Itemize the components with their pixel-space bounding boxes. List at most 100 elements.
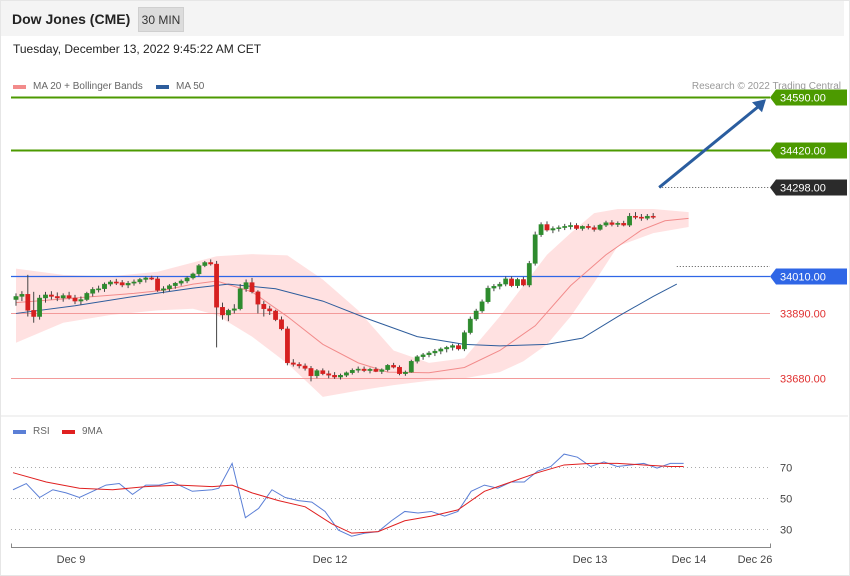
candle-up: [485, 287, 491, 302]
legend-ma50: MA 50: [156, 81, 204, 92]
rsi-tick-label: 70: [780, 463, 792, 475]
candle-down: [49, 294, 54, 297]
candle-up: [84, 293, 90, 300]
candle-up: [131, 281, 137, 284]
candle-up: [491, 286, 497, 289]
candle-up: [237, 288, 243, 310]
candle-up: [597, 224, 603, 230]
candle-up: [615, 223, 621, 225]
ma20-line: [15, 217, 689, 374]
candle-up: [344, 372, 349, 376]
candle-up: [408, 361, 414, 373]
candle-up: [137, 279, 143, 283]
candle-up: [196, 265, 202, 275]
candle-up: [379, 369, 385, 372]
candle-down: [273, 310, 278, 320]
candle-down: [639, 216, 644, 219]
level-tag-last: [770, 179, 847, 196]
candle-up: [385, 365, 391, 370]
candle-down: [456, 345, 461, 350]
x-tick-label: Dec 12: [313, 554, 348, 566]
candle-up: [243, 282, 249, 289]
x-tick-label: Dec 9: [57, 554, 86, 566]
candle-up: [143, 277, 149, 280]
candle-up: [497, 283, 503, 287]
candle-down: [397, 366, 402, 374]
candle-up: [19, 294, 25, 297]
candle-down: [54, 296, 60, 299]
candle-up: [90, 289, 96, 294]
candle-down: [261, 303, 267, 310]
level-label-resistance: 34420.00: [780, 146, 826, 158]
legend-rsi-label: RSI: [33, 426, 50, 437]
candle-down: [214, 263, 219, 308]
candle-up: [444, 347, 450, 350]
candle-up: [515, 279, 520, 286]
candle-down: [285, 328, 290, 364]
chart-header: Dow Jones (CME) 30 MIN: [1, 1, 844, 36]
candle-up: [420, 354, 426, 357]
legend-rsi-swatch: [13, 429, 26, 434]
candle-up: [644, 215, 650, 219]
rsi-gridlines: 30 50 70: [11, 463, 792, 537]
level-tag-resistance: [770, 142, 847, 159]
candle-down: [119, 282, 125, 286]
candle-up: [202, 262, 208, 266]
candle-down: [585, 226, 591, 228]
rsi-line: [12, 453, 684, 537]
rsi-ma9-line: [12, 462, 684, 534]
candle-up: [172, 282, 178, 286]
candle-down: [544, 224, 550, 231]
candle-down: [249, 282, 255, 293]
level-label-support: 33680.00: [780, 374, 826, 386]
legend-rsi: RSI: [13, 426, 50, 437]
x-tick-label: Dec 26: [738, 554, 773, 566]
legend-ma9: 9MA: [62, 426, 103, 437]
bollinger-band-area: [16, 209, 689, 397]
candle-up: [178, 280, 184, 284]
candle-down: [509, 278, 514, 286]
candle-down: [149, 277, 155, 280]
projection-arrow-shaft: [658, 104, 761, 189]
candle-down: [208, 262, 214, 265]
candle-down: [279, 319, 284, 330]
candle-down: [373, 369, 379, 372]
legend-ma50-label: MA 50: [176, 81, 205, 92]
candle-up: [367, 369, 373, 371]
x-tick-label: Dec 13: [573, 554, 608, 566]
candle-down: [391, 365, 396, 368]
legend-ma50-swatch: [156, 84, 169, 89]
candle-up: [532, 234, 538, 264]
candle-up: [96, 288, 102, 291]
candle-up: [568, 225, 574, 227]
candle-up: [627, 215, 633, 226]
candle-up: [43, 294, 48, 299]
copyright: Research © 2022 Trading Central: [691, 81, 841, 92]
timeframe-button[interactable]: 30 MIN: [138, 7, 184, 32]
candle-down: [113, 281, 119, 284]
candle-down: [609, 222, 615, 225]
candle-down: [650, 215, 656, 218]
candles: [13, 212, 656, 382]
candle-up: [556, 227, 562, 229]
candle-up: [580, 226, 585, 229]
candle-up: [37, 297, 43, 317]
legend-ma20-swatch: [13, 84, 26, 89]
candle-up: [161, 288, 166, 291]
legend-ma9-label: 9MA: [82, 426, 103, 437]
candle-up: [107, 281, 113, 285]
candle-up: [462, 332, 467, 350]
candle-down: [332, 375, 337, 378]
candle-down: [521, 279, 526, 286]
candle-up: [438, 348, 444, 352]
candle-up: [526, 263, 532, 286]
candle-down: [361, 368, 367, 371]
rsi-tick-label: 30: [780, 525, 792, 537]
level-label-support: 33890.00: [780, 309, 826, 321]
level-label-pivot: 34010.00: [780, 272, 826, 284]
price-levels: 34590.00 34420.00 34298.00 34010.00 33890.00…: [11, 89, 847, 386]
candle-down: [591, 227, 597, 230]
legend-ma20: MA 20 + Bollinger Bands: [13, 81, 143, 92]
candle-up: [225, 310, 231, 316]
